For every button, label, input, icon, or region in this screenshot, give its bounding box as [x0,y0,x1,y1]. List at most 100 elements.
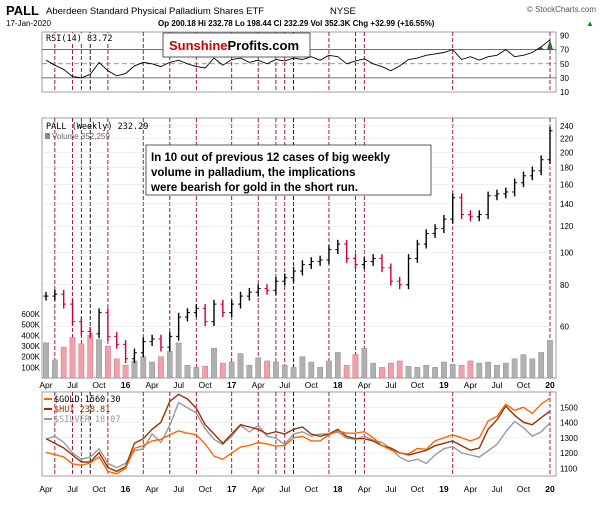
volume-bar-16 [184,365,191,379]
price-x-tick-4: Apr [145,380,158,390]
volume-bar-20 [219,362,226,379]
volume-bar-41 [405,366,412,379]
cmp-tick-label-1500: 1500 [560,403,578,412]
volume-bar-5 [87,335,94,379]
cmp-tick-label-1300: 1300 [560,434,578,443]
price-tick-label-220: 220 [560,134,574,143]
volume-bar-14 [166,351,173,379]
volume-bar-1 [51,359,58,379]
volume-bar-22 [237,353,244,379]
volume-bar-37 [370,362,377,379]
cmp-x-tick-13: Jul [385,484,396,494]
volume-tick-label-0: 100K [21,363,40,372]
rsi-series [45,39,553,79]
watermark: © StockCharts.com [527,5,596,14]
volume-bar-49 [476,362,483,379]
cmp-x-tick-9: Jul [279,484,290,494]
price-tick-label-100: 100 [560,249,574,258]
cmp-x-tick-8: Apr [252,484,265,494]
volume-bar-39 [387,362,394,379]
rsi-title: RSI(14) 83.72 [46,34,113,44]
price-bar-40 [397,276,403,290]
price-bar-13 [158,334,164,352]
volume-tick-label-5: 600K [21,310,40,319]
volume-tick-label-4: 500K [21,321,40,330]
volume-legend-swatch [45,133,50,139]
price-bar-36 [361,257,367,269]
volume-bar-33 [334,352,341,379]
price-bar-35 [352,254,358,269]
price-bar-47 [459,193,465,219]
volume-bar-11 [140,356,147,379]
annotation-line-1: In 10 out of previous 12 cases of big we… [151,152,391,164]
volume-bar-56 [538,352,545,379]
volume-bar-35 [352,354,359,379]
cmp-x-tick-1: Jul [67,484,78,494]
volume-tick-label-1: 200K [21,353,40,362]
volume-bar-47 [458,365,465,379]
price-bar-55 [529,166,535,181]
price-bar-3 [70,299,76,327]
volume-bar-40 [396,360,403,379]
volume-bar-36 [361,347,368,379]
price-bar-25 [264,284,270,295]
volume-title: Volume 352,259 [52,132,110,141]
logo-box [162,32,311,58]
price-bar-20 [220,299,226,318]
price-bar-32 [326,245,332,265]
comparison-lines [45,393,551,475]
cmp-x-tick-6: Oct [199,484,213,494]
price-bar-22 [238,291,244,309]
price-bar-50 [485,191,491,219]
symbol-label: PALL [6,3,39,18]
price-x-tick-6: Oct [199,380,213,390]
instrument-name: Aberdeen Standard Physical Palladium Sha… [46,6,264,17]
volume-bar-21 [228,361,235,379]
price-bar-27 [282,273,288,286]
cmp-x-tick-0: Apr [39,484,52,494]
price-bar-19 [211,299,217,327]
price-bar-21 [229,299,235,318]
volume-bar-43 [423,365,430,379]
price-bar-1 [52,289,58,301]
volume-bar-19 [211,347,217,379]
price-bar-51 [494,189,500,201]
rsi-tick-label-10: 10 [560,88,569,97]
price-bar-30 [308,257,314,269]
rsi-label-bg [44,33,114,43]
volume-bar-17 [193,367,200,379]
volume-bar-27 [281,365,288,379]
price-tick-label-140: 140 [560,200,574,209]
cmp-x-tick-15: 19 [439,484,449,494]
volume-bar-48 [467,360,474,379]
cmp-x-tick-19: 20 [545,484,555,494]
price-bar-11 [140,337,146,358]
cmp-x-tick-11: 18 [333,484,343,494]
price-x-tick-1: Jul [67,380,78,390]
cmp-series-line-0 [45,397,551,475]
volume-bar-6 [96,339,102,379]
cmp-series-line-1 [45,393,551,473]
cmp-x-tick-17: Jul [492,484,503,494]
cmp-x-tick-2: Oct [92,484,106,494]
volume-bars [43,335,553,379]
price-bar-46 [450,193,456,224]
volume-bar-12 [149,361,155,379]
cmp-tick-label-1400: 1400 [560,419,578,428]
price-bar-43 [423,229,429,249]
volume-bar-42 [414,367,421,379]
price-bar-37 [370,254,376,266]
volume-bar-24 [255,357,262,379]
volume-bar-18 [202,366,209,379]
price-bar-4 [78,317,84,336]
rsi-tick-label-50: 50 [560,60,569,69]
cmp-x-tick-7: 17 [227,484,237,494]
price-x-tick-16: Apr [464,380,477,390]
volume-bar-23 [246,365,253,379]
price-bar-56 [538,155,544,176]
volume-bar-31 [317,367,323,379]
price-bar-28 [291,266,297,283]
price-x-tick-2: Oct [92,380,106,390]
price-bar-29 [299,260,305,276]
price-bar-57 [547,126,553,165]
